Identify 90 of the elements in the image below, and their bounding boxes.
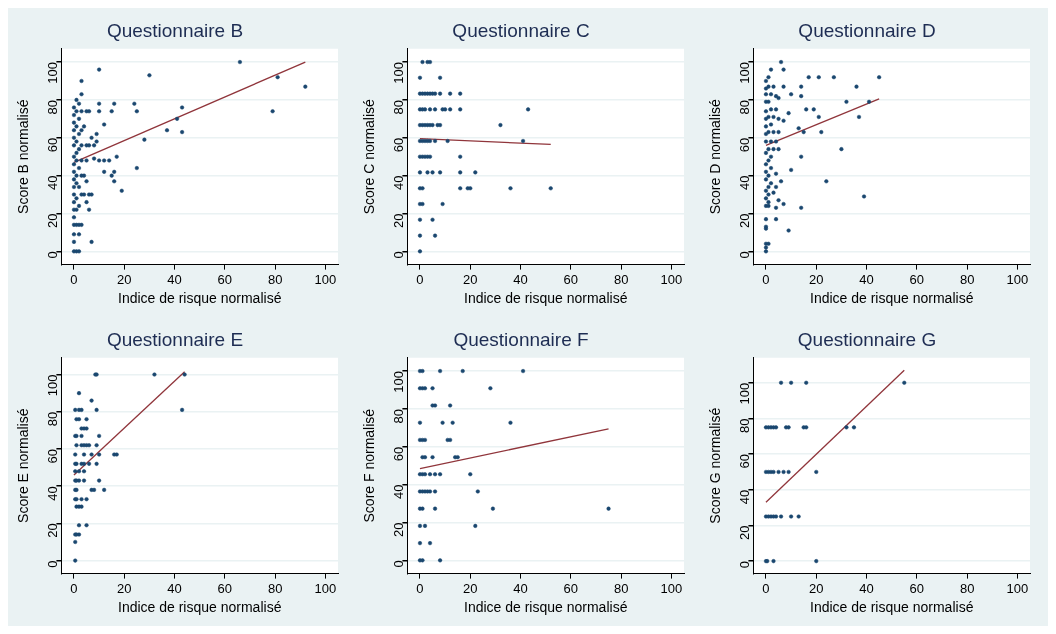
x-axis-title: Indice de risque normalisé	[463, 599, 628, 616]
x-tick-label: 40	[513, 271, 528, 287]
y-tick-label: 80	[390, 99, 406, 115]
y-tick-label: 80	[736, 99, 752, 115]
x-axis-title: Indice de risque normalisé	[463, 290, 628, 307]
x-tick-label: 20	[809, 580, 824, 596]
y-tick-label: 60	[390, 137, 406, 153]
x-tick-label: 40	[859, 580, 874, 596]
x-tick-label: 100	[314, 580, 337, 596]
x-tick-label: 40	[859, 271, 874, 287]
y-tick-label: 20	[44, 213, 60, 228]
x-tick-label: 100	[1006, 271, 1029, 287]
x-tick-label: 40	[167, 580, 182, 596]
x-tick-label: 0	[416, 580, 424, 596]
y-tick-label: 100	[390, 62, 406, 84]
x-tick-label: 0	[762, 271, 770, 287]
y-tick-label: 60	[736, 137, 752, 153]
y-tick-label: 80	[44, 411, 60, 427]
x-axis-title: Indice de risque normalisé	[809, 599, 974, 616]
y-tick-label: 40	[390, 484, 406, 500]
y-tick-label: 100	[44, 374, 60, 397]
x-tick-label: 100	[314, 271, 337, 287]
x-tick-label: 80	[267, 271, 283, 287]
y-tick-label: 100	[44, 62, 60, 84]
y-tick-label: 40	[736, 489, 752, 505]
x-tick-label: 0	[762, 580, 770, 596]
x-axis-title: Indice de risque normalisé	[809, 290, 974, 307]
x-tick-label: 60	[563, 580, 579, 596]
y-tick-label: 100	[736, 382, 752, 405]
x-tick-label: 60	[909, 271, 925, 287]
y-tick-label: 0	[390, 251, 406, 259]
y-tick-label: 80	[390, 408, 406, 424]
y-tick-label: 0	[390, 560, 406, 568]
y-axis-title: Score D normalisé	[707, 98, 724, 215]
x-tick-label: 20	[463, 271, 478, 287]
y-tick-label: 0	[736, 251, 752, 259]
y-axis-title: Score E normalisé	[15, 408, 32, 523]
y-tick-label: 40	[736, 175, 752, 191]
y-tick-label: 80	[44, 99, 60, 115]
x-tick-label: 80	[959, 580, 975, 596]
y-tick-label: 60	[390, 446, 406, 462]
y-tick-label: 40	[44, 175, 60, 191]
y-tick-label: 60	[44, 448, 60, 464]
y-tick-label: 40	[390, 175, 406, 191]
x-tick-label: 60	[217, 580, 233, 596]
x-axis-title: Indice de risque normalisé	[117, 599, 282, 616]
x-axis-title: Indice de risque normalisé	[117, 290, 282, 307]
x-tick-label: 20	[463, 580, 478, 596]
x-tick-label: 80	[267, 580, 283, 596]
y-axis-title: Score B normalisé	[15, 99, 32, 214]
x-tick-label: 60	[909, 580, 925, 596]
y-tick-label: 20	[736, 525, 752, 540]
y-tick-label: 20	[390, 522, 406, 537]
x-tick-label: 20	[117, 271, 132, 287]
x-tick-label: 0	[70, 580, 78, 596]
x-tick-label: 20	[117, 580, 132, 596]
chart-title: Questionnaire D	[798, 19, 936, 41]
x-tick-label: 100	[660, 580, 683, 596]
x-tick-label: 20	[809, 271, 824, 287]
y-tick-label: 100	[736, 62, 752, 84]
x-tick-label: 60	[217, 271, 233, 287]
y-axis-title: Score C normalisé	[361, 98, 378, 215]
y-tick-label: 20	[44, 523, 60, 538]
y-tick-label: 20	[736, 213, 752, 228]
x-tick-label: 40	[513, 580, 528, 596]
y-tick-label: 60	[736, 454, 752, 469]
chart-title: Questionnaire C	[452, 19, 590, 41]
chart-title: Questionnaire B	[106, 19, 244, 41]
y-tick-label: 20	[390, 213, 406, 228]
chart-title: Questionnaire F	[453, 328, 589, 350]
x-tick-label: 40	[167, 271, 182, 287]
x-tick-label: 80	[613, 580, 629, 596]
x-tick-label: 0	[70, 271, 78, 287]
y-tick-label: 60	[44, 137, 60, 153]
x-tick-label: 80	[959, 271, 975, 287]
y-tick-label: 0	[736, 561, 752, 569]
x-tick-label: 80	[613, 271, 629, 287]
x-tick-label: 60	[563, 271, 579, 287]
x-tick-label: 100	[660, 271, 683, 287]
x-tick-label: 0	[416, 271, 424, 287]
y-tick-label: 100	[390, 371, 406, 393]
y-tick-label: 0	[44, 560, 60, 568]
chart-title: Questionnaire E	[106, 328, 244, 350]
y-axis-title: Score F normalisé	[361, 408, 378, 523]
y-tick-label: 80	[736, 418, 752, 433]
y-tick-label: 0	[44, 251, 60, 259]
y-axis-title: Score G normalisé	[707, 407, 724, 524]
y-tick-label: 40	[44, 486, 60, 501]
chart-title: Questionnaire G	[797, 328, 937, 350]
x-tick-label: 100	[1006, 580, 1029, 596]
